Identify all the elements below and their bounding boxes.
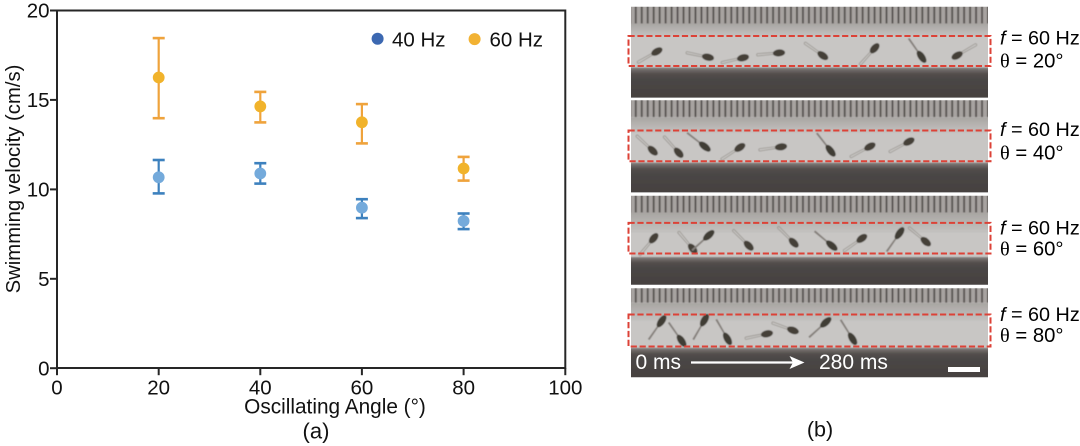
svg-text:280 ms: 280 ms — [819, 351, 888, 374]
svg-text:60: 60 — [350, 377, 373, 400]
svg-text:20: 20 — [27, 0, 50, 23]
svg-text:0 ms: 0 ms — [636, 351, 682, 374]
svg-text:0: 0 — [38, 357, 49, 380]
svg-text:θ = 40°: θ = 40° — [1000, 143, 1064, 165]
svg-text:(b): (b) — [807, 418, 833, 442]
svg-text:20: 20 — [147, 377, 170, 400]
svg-text:Oscillating Angle (°): Oscillating Angle (°) — [244, 395, 426, 418]
svg-text:15: 15 — [27, 89, 50, 112]
svg-text:f = 60 Hz: f = 60 Hz — [1000, 119, 1080, 141]
svg-text:Swimming velocity (cm/s): Swimming velocity (cm/s) — [3, 65, 25, 294]
svg-text:80: 80 — [452, 377, 475, 400]
svg-text:(a): (a) — [303, 419, 330, 444]
svg-text:60 Hz: 60 Hz — [490, 28, 544, 51]
svg-text:5: 5 — [38, 268, 49, 291]
svg-text:θ = 80°: θ = 80° — [1000, 325, 1064, 347]
svg-text:40 Hz: 40 Hz — [392, 28, 446, 51]
svg-text:f = 60 Hz: f = 60 Hz — [1000, 28, 1080, 50]
svg-text:40: 40 — [249, 377, 272, 400]
svg-text:f = 60 Hz: f = 60 Hz — [1000, 218, 1080, 240]
svg-text:0: 0 — [51, 377, 62, 400]
svg-text:10: 10 — [27, 179, 50, 202]
svg-text:f = 60 Hz: f = 60 Hz — [1000, 304, 1080, 326]
svg-text:θ = 60°: θ = 60° — [1000, 239, 1064, 261]
svg-text:θ = 20°: θ = 20° — [1000, 51, 1064, 73]
svg-text:100: 100 — [548, 377, 582, 400]
